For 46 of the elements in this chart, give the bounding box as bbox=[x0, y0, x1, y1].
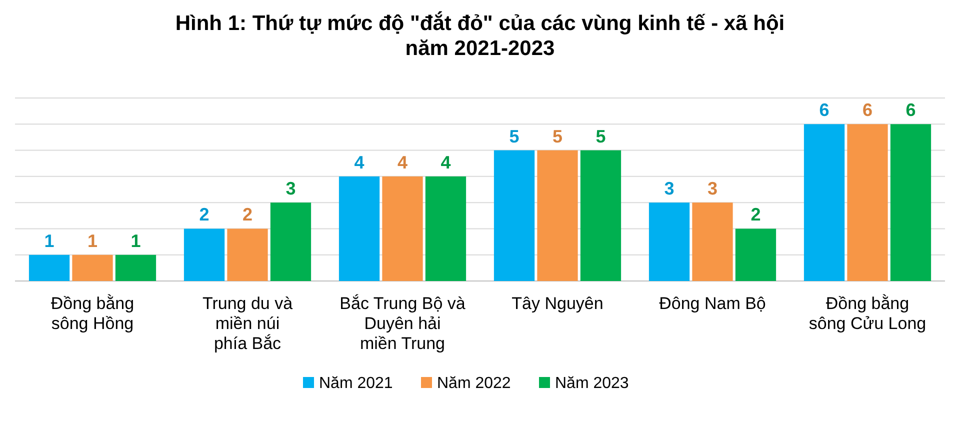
data-label: 2 bbox=[750, 204, 761, 225]
data-label: 5 bbox=[509, 126, 520, 146]
bar bbox=[227, 228, 268, 281]
legend-label: Năm 2023 bbox=[555, 375, 629, 392]
bar bbox=[382, 176, 423, 281]
x-tick-label: Đồng bằng sông Cửu Long bbox=[808, 294, 926, 333]
bar bbox=[648, 202, 690, 281]
bar bbox=[270, 202, 312, 281]
bar bbox=[72, 254, 113, 281]
legend-label: Năm 2021 bbox=[319, 375, 393, 392]
legend-label: Năm 2022 bbox=[437, 375, 511, 392]
data-label: 1 bbox=[44, 230, 54, 251]
bar bbox=[115, 254, 156, 281]
bar bbox=[735, 228, 776, 281]
bar bbox=[804, 124, 845, 281]
x-tick-label: Bắc Trung Bộ và Duyên hải miền Trung bbox=[340, 294, 466, 353]
chart-title: Hình 1: Thứ tự mức độ "đắt đỏ" của các vùng kinh tế - xã hội năm 2021-2023 bbox=[175, 11, 785, 60]
data-label: 3 bbox=[664, 178, 674, 199]
data-label: 1 bbox=[130, 230, 141, 251]
bar bbox=[847, 124, 888, 281]
data-label: 6 bbox=[819, 100, 830, 120]
data-label: 3 bbox=[286, 178, 296, 199]
x-tick-label: Tây Nguyên bbox=[512, 294, 604, 313]
data-label: 6 bbox=[906, 100, 916, 120]
bar bbox=[338, 176, 380, 281]
bar bbox=[580, 150, 622, 281]
x-tick-label: Trung du và miền núi phía Bắc bbox=[202, 294, 294, 353]
bar bbox=[537, 150, 578, 281]
data-label: 4 bbox=[354, 152, 364, 172]
data-label: 1 bbox=[87, 230, 98, 251]
bar bbox=[28, 254, 70, 281]
data-label: 5 bbox=[596, 126, 606, 146]
bar bbox=[692, 202, 733, 281]
data-label: 4 bbox=[397, 152, 408, 172]
data-label: 2 bbox=[242, 204, 253, 225]
data-label: 2 bbox=[199, 204, 210, 225]
bar bbox=[425, 176, 466, 281]
data-label: 6 bbox=[862, 100, 873, 120]
bar bbox=[184, 228, 225, 281]
data-label: 4 bbox=[440, 152, 451, 172]
bar bbox=[494, 150, 535, 281]
bar bbox=[890, 124, 932, 281]
data-label: 5 bbox=[552, 126, 563, 146]
x-tick-label: Đông Nam Bộ bbox=[659, 294, 766, 313]
x-tick-label: Đồng bằng sông Hồng bbox=[50, 294, 134, 333]
data-label: 3 bbox=[707, 178, 718, 199]
